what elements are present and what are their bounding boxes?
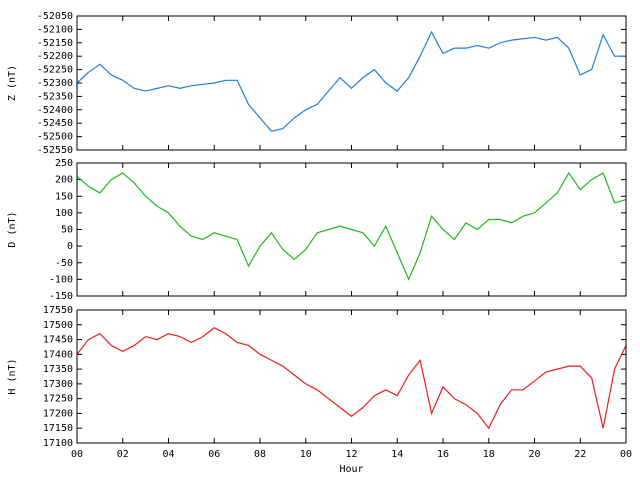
x-tick-label: 22 — [574, 449, 586, 460]
y-tick-label: 0 — [67, 241, 73, 252]
y-tick-label: 17250 — [43, 394, 73, 405]
y-tick-label: -52100 — [37, 24, 73, 35]
y-tick-label: 17400 — [43, 349, 73, 360]
y-tick-label: -100 — [49, 274, 73, 285]
x-tick-label: 00 — [71, 449, 83, 460]
data-line — [76, 171, 627, 281]
x-tick-label: 16 — [437, 449, 449, 460]
y-tick-label: -52400 — [37, 105, 73, 116]
y-tick-label: -52450 — [37, 118, 73, 129]
y-tick-label: -50 — [55, 258, 73, 269]
y-tick-label: 17150 — [43, 423, 73, 434]
y-tick-label: -52500 — [37, 132, 73, 143]
y-tick-label: 17500 — [43, 320, 73, 331]
y-axis-label: H (nT) — [7, 358, 18, 394]
y-tick-label: -52250 — [37, 65, 73, 76]
y-tick-label: 17100 — [43, 438, 73, 449]
y-tick-label: 50 — [61, 225, 73, 236]
y-tick-label: 100 — [55, 208, 73, 219]
y-tick-label: -52200 — [37, 51, 73, 62]
data-line — [76, 327, 627, 430]
y-tick-label: 17450 — [43, 335, 73, 346]
x-tick-label: 20 — [528, 449, 540, 460]
plot-frame — [76, 15, 627, 151]
plot-frame — [76, 309, 627, 444]
y-tick-label: 17350 — [43, 364, 73, 375]
y-tick-label: 150 — [55, 191, 73, 202]
x-tick-label: 18 — [483, 449, 495, 460]
x-tick-label: 06 — [208, 449, 220, 460]
y-axis-label: D (nT) — [7, 211, 18, 247]
y-tick-label: -52300 — [37, 78, 73, 89]
x-tick-label: 10 — [300, 449, 312, 460]
x-tick-label: 14 — [391, 449, 403, 460]
y-tick-label: 17200 — [43, 408, 73, 419]
x-tick-label: 12 — [345, 449, 357, 460]
x-tick-label: 00 — [620, 449, 632, 460]
y-tick-label: 17300 — [43, 379, 73, 390]
y-tick-label: 17550 — [43, 305, 73, 316]
x-tick-label: 04 — [162, 449, 174, 460]
x-axis-label: Hour — [339, 464, 363, 475]
data-line — [76, 30, 626, 132]
y-tick-label: 250 — [55, 158, 73, 169]
y-tick-label: -150 — [49, 291, 73, 302]
plot-frame — [76, 162, 627, 297]
y-tick-label: -52350 — [37, 91, 73, 102]
y-axis-label: Z (nT) — [7, 65, 18, 101]
x-tick-label: 08 — [254, 449, 266, 460]
y-tick-label: 200 — [55, 175, 73, 186]
y-tick-label: -52550 — [37, 145, 73, 156]
y-tick-label: -52150 — [37, 38, 73, 49]
x-tick-label: 02 — [117, 449, 129, 460]
y-tick-label: -52050 — [37, 11, 73, 22]
